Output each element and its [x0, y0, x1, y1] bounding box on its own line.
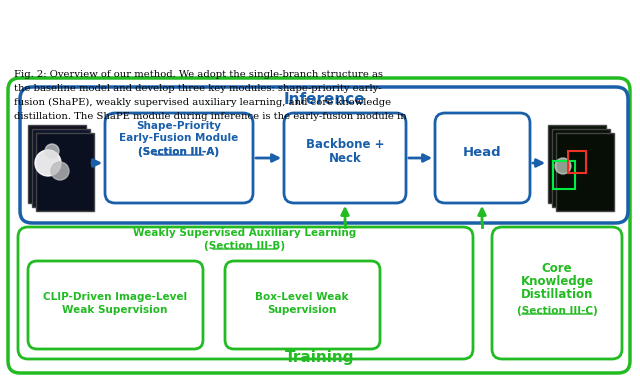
- Text: Supervision: Supervision: [268, 305, 337, 315]
- Text: (Section III-C): (Section III-C): [516, 306, 597, 316]
- Bar: [553, 161, 575, 189]
- Text: Fig. 2: Overview of our method. We adopt the single-branch structure as: Fig. 2: Overview of our method. We adopt…: [14, 70, 383, 79]
- FancyBboxPatch shape: [556, 133, 614, 211]
- Text: Knowledge: Knowledge: [520, 275, 593, 288]
- Text: Distillation: Distillation: [521, 288, 593, 301]
- Text: (Section III-A): (Section III-A): [138, 147, 220, 157]
- Text: Backbone +: Backbone +: [306, 138, 384, 150]
- Text: Box-Level Weak: Box-Level Weak: [255, 292, 349, 302]
- FancyBboxPatch shape: [435, 113, 530, 203]
- Text: Head: Head: [463, 147, 501, 160]
- FancyBboxPatch shape: [284, 113, 406, 203]
- Text: Inference: Inference: [283, 92, 365, 107]
- FancyBboxPatch shape: [8, 78, 630, 373]
- Text: Early-Fusion Module: Early-Fusion Module: [120, 133, 239, 143]
- Text: the baseline model and develop three key modules: shape-priority early-: the baseline model and develop three key…: [14, 84, 381, 93]
- FancyBboxPatch shape: [552, 129, 610, 207]
- Bar: [568, 151, 586, 173]
- Text: Shape-Priority: Shape-Priority: [136, 121, 221, 131]
- Text: distillation. The ShaPE module during inference is the early-fusion module in: distillation. The ShaPE module during in…: [14, 112, 407, 121]
- Circle shape: [35, 150, 61, 176]
- Text: fusion (ShaPE), weakly supervised auxiliary learning, and core knowledge: fusion (ShaPE), weakly supervised auxili…: [14, 98, 391, 107]
- Text: Neck: Neck: [328, 152, 362, 165]
- Circle shape: [51, 162, 69, 180]
- Text: (Section III-B): (Section III-B): [204, 241, 285, 251]
- Circle shape: [555, 158, 571, 174]
- FancyBboxPatch shape: [105, 113, 253, 203]
- Text: Training: Training: [285, 350, 355, 365]
- Text: CLIP-Driven Image-Level: CLIP-Driven Image-Level: [43, 292, 187, 302]
- Text: Weakly Supervised Auxiliary Learning: Weakly Supervised Auxiliary Learning: [133, 228, 356, 238]
- FancyBboxPatch shape: [32, 129, 90, 207]
- Text: (Section III-A): (Section III-A): [138, 147, 220, 157]
- FancyBboxPatch shape: [20, 87, 628, 223]
- FancyBboxPatch shape: [548, 125, 606, 203]
- Text: Core: Core: [541, 263, 572, 275]
- FancyBboxPatch shape: [492, 227, 622, 359]
- FancyBboxPatch shape: [36, 133, 94, 211]
- FancyBboxPatch shape: [225, 261, 380, 349]
- FancyBboxPatch shape: [18, 227, 473, 359]
- Circle shape: [45, 144, 59, 158]
- Text: Weak Supervision: Weak Supervision: [62, 305, 168, 315]
- FancyBboxPatch shape: [28, 125, 86, 203]
- FancyBboxPatch shape: [28, 261, 203, 349]
